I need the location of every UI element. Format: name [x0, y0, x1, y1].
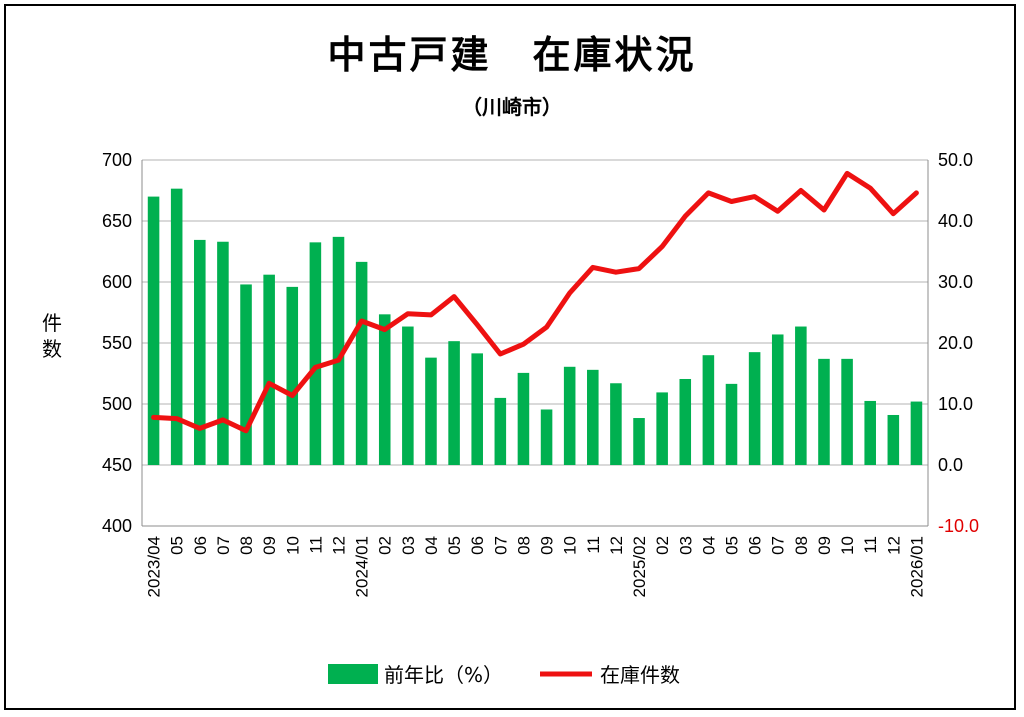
x-tick-label: 02 — [653, 536, 672, 555]
x-tick-label: 08 — [237, 536, 256, 555]
bar — [494, 397, 507, 465]
bar — [587, 369, 599, 465]
chart-title: 中古戸建 在庫状況 — [327, 33, 696, 77]
bar — [471, 353, 483, 465]
x-axis-ticks: 2023/04 05 06 07 08 09 10 11 12 2024/01 02 03 04 05 06… — [145, 536, 927, 597]
x-tick-label: 12 — [330, 536, 349, 555]
bar — [448, 341, 460, 465]
bar — [263, 274, 275, 465]
right-tick-label: 30.0 — [938, 272, 973, 292]
bar — [702, 355, 715, 465]
right-tick-label: 40.0 — [938, 211, 973, 231]
x-tick-label: 12 — [607, 536, 626, 555]
bar-series — [147, 188, 923, 466]
x-tick-label: 2023/04 — [145, 536, 164, 597]
bar — [194, 239, 206, 465]
x-tick-label: 04 — [699, 536, 718, 555]
bar — [563, 366, 576, 465]
right-tick-label: 10.0 — [938, 394, 973, 414]
x-tick-label: 06 — [746, 536, 765, 555]
bar — [795, 326, 807, 465]
bar — [217, 241, 229, 465]
left-tick-label: 600 — [102, 272, 132, 292]
right-tick-label: -10.0 — [938, 516, 979, 536]
x-tick-label: 11 — [861, 536, 880, 554]
bar — [147, 196, 160, 465]
x-tick-label: 11 — [306, 536, 325, 554]
right-tick-label: 20.0 — [938, 333, 973, 353]
legend: 前年比（%） 在庫件数 — [328, 663, 680, 687]
right-tick-label: 50.0 — [938, 150, 973, 170]
bar — [679, 378, 692, 465]
x-tick-label: 08 — [514, 536, 533, 555]
x-tick-label: 09 — [260, 536, 279, 555]
x-tick-label: 12 — [884, 536, 903, 555]
bar — [864, 400, 876, 465]
left-tick-label: 400 — [102, 516, 132, 536]
bar — [309, 242, 322, 465]
bar — [286, 286, 299, 465]
x-tick-label: 07 — [769, 536, 788, 555]
x-tick-label: 07 — [491, 536, 510, 555]
line-series-path — [151, 170, 919, 434]
left-tick-label: 700 — [102, 150, 132, 170]
x-tick-label: 2026/01 — [907, 536, 926, 597]
x-tick-label: 2024/01 — [353, 536, 372, 597]
x-tick-label: 11 — [584, 536, 603, 554]
bar — [633, 418, 645, 465]
bar — [425, 357, 437, 465]
bar — [841, 358, 853, 465]
x-tick-label: 07 — [214, 536, 233, 555]
bar — [240, 284, 252, 465]
bar — [910, 401, 923, 465]
x-tick-label: 09 — [538, 536, 557, 555]
x-tick-label: 10 — [561, 536, 580, 555]
bar — [610, 383, 622, 465]
x-tick-label: 04 — [422, 536, 441, 555]
x-tick-label: 03 — [399, 536, 418, 555]
line-series — [151, 170, 919, 434]
bar — [332, 236, 345, 465]
gridlines — [142, 159, 928, 527]
bar — [725, 383, 738, 465]
bar — [818, 358, 830, 465]
bar — [378, 314, 391, 465]
x-tick-label: 06 — [468, 536, 487, 555]
bar — [540, 409, 553, 465]
bar — [656, 392, 668, 465]
legend-bar-swatch — [328, 664, 378, 684]
x-tick-label: 02 — [376, 536, 395, 555]
left-axis-label: 件数 — [42, 311, 62, 361]
left-axis-ticks: 700 650 600 550 500 450 400 — [102, 150, 132, 536]
x-tick-label: 10 — [838, 536, 857, 555]
x-tick-label: 09 — [815, 536, 834, 555]
left-tick-label: 500 — [102, 394, 132, 414]
bar — [517, 372, 530, 465]
legend-bar-label: 前年比（%） — [384, 663, 503, 687]
right-tick-label: 0.0 — [938, 455, 963, 475]
bar — [748, 352, 761, 465]
left-tick-label: 550 — [102, 333, 132, 353]
axes — [141, 160, 929, 527]
x-tick-label: 05 — [445, 536, 464, 555]
x-tick-label: 03 — [676, 536, 695, 555]
x-tick-label: 2025/02 — [630, 536, 649, 597]
x-tick-label: 10 — [283, 536, 302, 555]
bar — [771, 334, 784, 465]
x-tick-label: 05 — [168, 536, 187, 555]
chart-subtitle: （川崎市） — [462, 95, 562, 119]
left-tick-label: 450 — [102, 455, 132, 475]
x-tick-label: 08 — [792, 536, 811, 555]
right-axis-ticks: 50.0 40.0 30.0 20.0 10.0 0.0 -10.0 — [938, 150, 979, 536]
bar — [887, 414, 900, 465]
bar — [170, 188, 183, 466]
x-tick-label: 06 — [191, 536, 210, 555]
bar — [402, 326, 414, 465]
left-tick-label: 650 — [102, 211, 132, 231]
bar — [355, 261, 368, 465]
x-tick-label: 05 — [723, 536, 742, 555]
legend-line-label: 在庫件数 — [600, 663, 680, 687]
